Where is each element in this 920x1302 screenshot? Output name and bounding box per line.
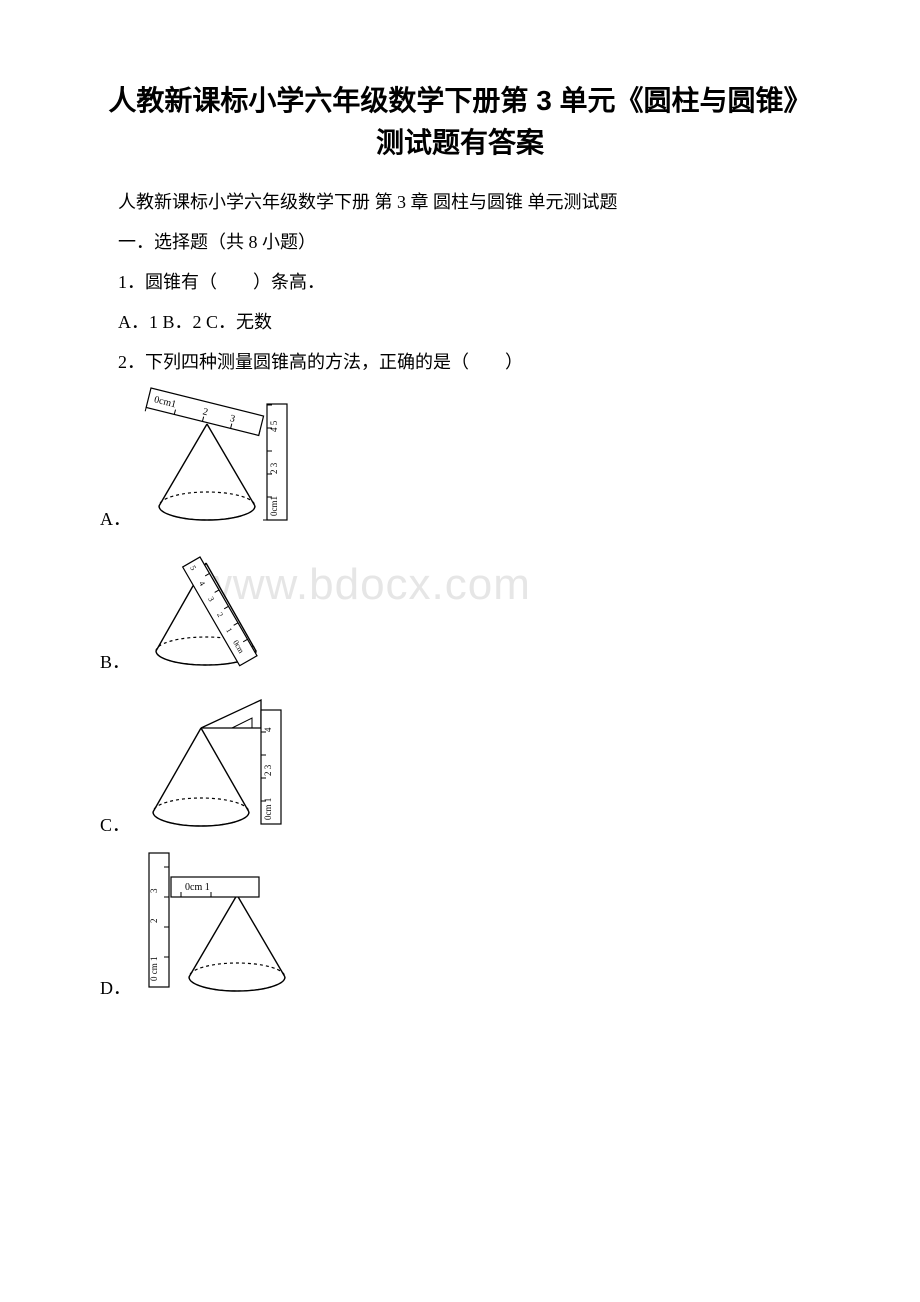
option-a-diagram: 0cm1 2 3 0cm1 2 3 4 5 xyxy=(137,386,312,531)
svg-text:2 3: 2 3 xyxy=(269,462,279,474)
title-line-2: 测试题有答案 xyxy=(376,127,544,158)
title-line-1: 人教新课标小学六年级数学下册第 3 单元《圆柱与圆锥》 xyxy=(108,85,811,116)
question-1: 1．圆锥有（ ）条高． xyxy=(100,264,820,300)
option-c-label: C． xyxy=(100,811,130,837)
option-a-label: A． xyxy=(100,505,131,531)
svg-text:4: 4 xyxy=(263,727,273,732)
svg-text:0 cm 1: 0 cm 1 xyxy=(149,957,159,982)
option-a-row: A． 0cm1 2 3 xyxy=(100,386,820,531)
svg-text:0cm1: 0cm1 xyxy=(269,496,279,516)
svg-text:4 5: 4 5 xyxy=(269,420,279,432)
subtitle-text: 人教新课标小学六年级数学下册 第 3 章 圆柱与圆锥 单元测试题 xyxy=(100,184,820,220)
svg-text:2: 2 xyxy=(149,919,159,924)
option-d-row: D． 0 cm 1 2 3 xyxy=(100,845,820,1000)
option-c-diagram: 0cm 1 2 3 4 xyxy=(136,682,306,837)
option-b-diagram: 5 4 3 2 1 0cm xyxy=(136,539,301,674)
option-c-row: C． 0cm 1 xyxy=(100,682,820,837)
option-d-diagram: 0 cm 1 2 3 0cm 1 xyxy=(137,845,312,1000)
page-title: 人教新课标小学六年级数学下册第 3 单元《圆柱与圆锥》 测试题有答案 xyxy=(100,80,820,164)
option-b-row: B． 5 4 3 2 xyxy=(100,539,820,674)
svg-text:2 3: 2 3 xyxy=(263,764,273,776)
question-1-options: A．1 B．2 C．无数 xyxy=(100,304,820,340)
svg-text:0cm 1: 0cm 1 xyxy=(263,798,273,820)
document-page: www.bdocx.com 人教新课标小学六年级数学下册第 3 单元《圆柱与圆锥… xyxy=(0,0,920,1068)
section-heading: 一．选择题（共 8 小题） xyxy=(100,224,820,260)
option-d-label: D． xyxy=(100,974,131,1000)
svg-text:3: 3 xyxy=(149,888,159,893)
question-2: 2．下列四种测量圆锥高的方法，正确的是（ ） xyxy=(100,344,820,380)
option-b-label: B． xyxy=(100,648,130,674)
svg-text:0cm 1: 0cm 1 xyxy=(185,882,210,893)
